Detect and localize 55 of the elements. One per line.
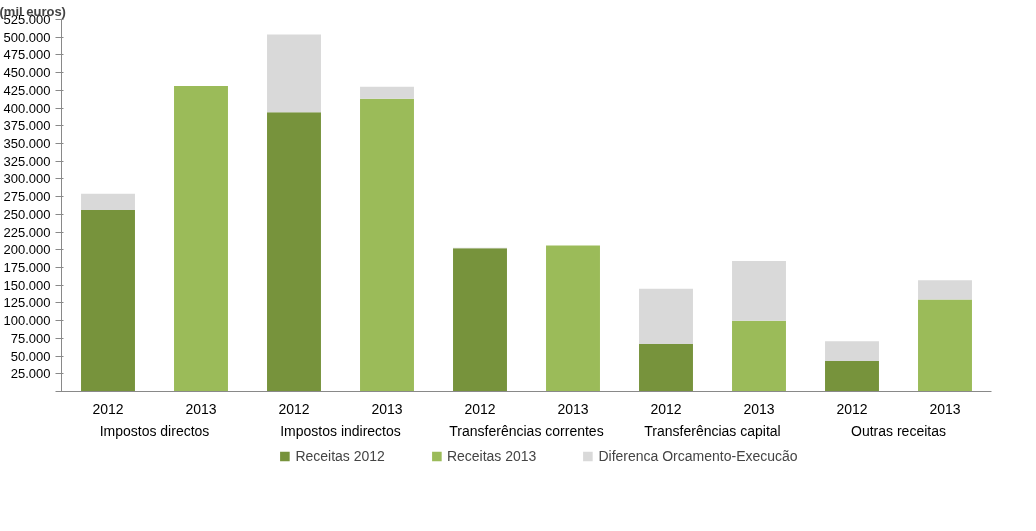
- x-tick-label: 2012: [650, 400, 682, 417]
- bar: [639, 288, 693, 345]
- legend-label: Receitas 2012: [295, 448, 385, 464]
- x-tick-label: 2012: [836, 400, 868, 417]
- y-tick-label: 475.000: [3, 47, 51, 63]
- x-tick-label: 2013: [185, 400, 217, 417]
- y-tick-label: 500.000: [3, 29, 51, 45]
- x-tick-label: 2012: [92, 400, 124, 417]
- bar: [732, 320, 786, 392]
- x-tick-label: 2012: [464, 400, 496, 417]
- bar: [825, 361, 879, 392]
- bar: [81, 210, 135, 392]
- text: Impostos directos: [99, 422, 210, 439]
- y-tick-label: 450.000: [3, 65, 51, 81]
- y-tick-label: 75.000: [10, 330, 51, 346]
- y-tick-label: 200.000: [3, 242, 51, 258]
- x-tick-label: 2012: [278, 400, 310, 417]
- y-tick-label: 375.000: [3, 118, 51, 134]
- y-tick-label: 250.000: [3, 206, 51, 222]
- y-tick-label: 100.000: [3, 313, 51, 329]
- x-tick-label: 2013: [371, 400, 403, 417]
- y-tick-label: 400.000: [3, 100, 51, 116]
- legend-label: Receitas 2013: [446, 448, 537, 464]
- bar: [81, 193, 135, 211]
- y-tick-label: 300.000: [3, 171, 51, 187]
- bar: [174, 86, 228, 392]
- y-tick-label: 50.000: [10, 348, 51, 364]
- bar: [825, 341, 879, 362]
- y-tick-label: 425.000: [3, 82, 51, 98]
- y-tick-label: 275.000: [3, 189, 51, 205]
- y-tick-label: 25.000: [10, 366, 51, 382]
- y-tick-label: 225.000: [3, 224, 51, 240]
- y-tick-label: 125.000: [3, 295, 51, 311]
- text: Transferências capital: [644, 422, 781, 439]
- bar: [360, 86, 414, 99]
- bar: [918, 299, 972, 392]
- x-tick-label: 2013: [743, 400, 775, 417]
- bar: [453, 248, 507, 392]
- x-tick-label: 2013: [557, 400, 589, 417]
- x-tick-label: 2013: [929, 400, 961, 417]
- text: Impostos indirectos: [280, 422, 401, 439]
- bar: [639, 344, 693, 392]
- bar: [732, 261, 786, 321]
- text: Outras receitas: [851, 422, 946, 439]
- y-tick-label: 175.000: [3, 260, 51, 275]
- legend-label: Diferenca Orcamento-Execucão: [598, 448, 798, 464]
- text: Transferências correntes: [449, 422, 604, 439]
- bar: [267, 112, 321, 392]
- y-tick-label: 325.000: [3, 153, 51, 169]
- bar: [918, 280, 972, 300]
- bar: [360, 98, 414, 392]
- y-tick-label: 350.000: [3, 136, 51, 151]
- y-tick-label: 150.000: [3, 277, 51, 293]
- bar: [546, 245, 600, 392]
- bar: [267, 34, 321, 113]
